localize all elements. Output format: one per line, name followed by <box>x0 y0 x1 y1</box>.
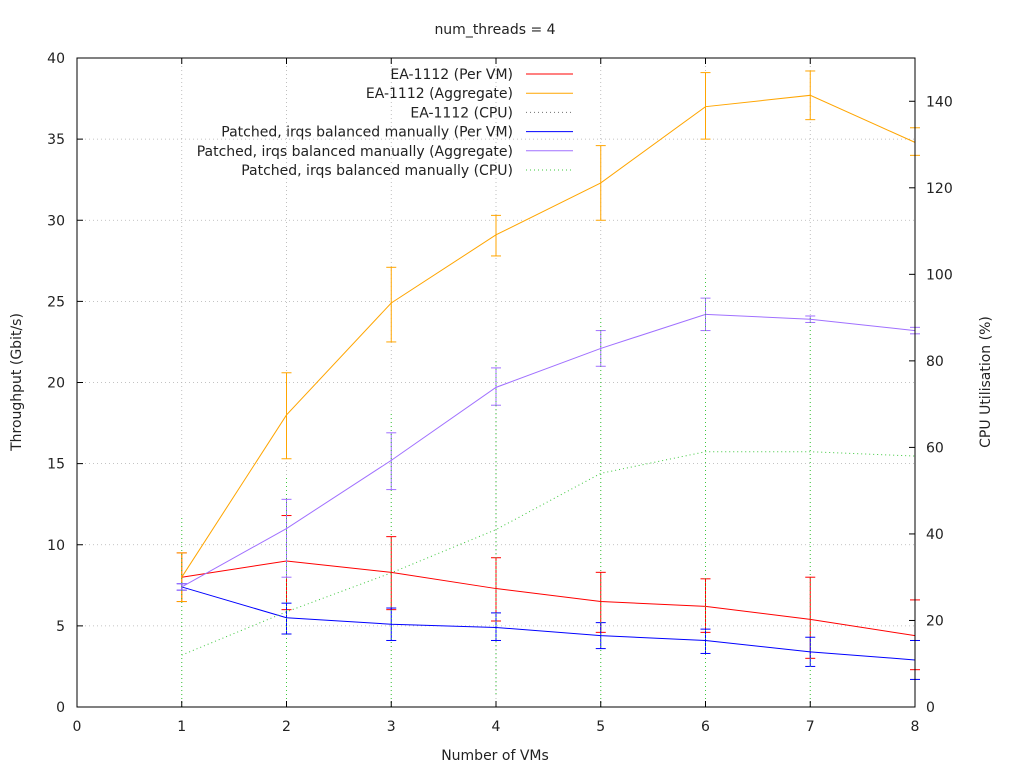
legend-label: EA-1112 (CPU) <box>410 105 513 121</box>
legend-label: EA-1112 (Aggregate) <box>366 86 513 102</box>
y-tick-label: 15 <box>47 457 65 473</box>
x-tick-label: 2 <box>282 719 291 735</box>
series-line <box>181 586 916 661</box>
y2-tick-label: 80 <box>926 354 944 370</box>
legend: EA-1112 (Per VM) EA-1112 (Aggregate) EA-11… <box>197 67 573 179</box>
x-axis-label: Number of VMs <box>441 748 549 764</box>
y2-tick-label: 120 <box>926 181 953 197</box>
ticks <box>76 57 916 708</box>
y-tick-label: 35 <box>47 132 65 148</box>
x-tick-label: 1 <box>177 719 186 735</box>
x-tick-label: 5 <box>596 719 605 735</box>
y-tick-label: 5 <box>56 619 65 635</box>
y2-tick-label: 100 <box>926 267 953 283</box>
y2-tick-label: 60 <box>926 440 944 456</box>
y-tick-label: 30 <box>47 213 65 229</box>
y-axis-label: Throughput (Gbit/s) <box>9 313 25 452</box>
chart-title: num_threads = 4 <box>434 22 555 38</box>
series-layer <box>176 70 920 707</box>
legend-label: Patched, irqs balanced manually (Per VM) <box>221 125 513 141</box>
legend-label: Patched, irqs balanced manually (Aggrega… <box>197 144 513 160</box>
x-tick-label: 4 <box>492 719 501 735</box>
y2-tick-label: 40 <box>926 527 944 543</box>
series-line <box>181 94 916 578</box>
y-tick-label: 0 <box>56 700 65 716</box>
y-tick-label: 20 <box>47 376 65 392</box>
series-line <box>181 313 916 588</box>
legend-label: EA-1112 (Per VM) <box>390 67 513 83</box>
series-1 <box>176 70 920 603</box>
y2-tick-label: 20 <box>926 613 944 629</box>
y2-tick-label: 140 <box>926 94 953 110</box>
y-tick-label: 40 <box>47 51 65 67</box>
series-line <box>181 560 916 637</box>
x-tick-label: 6 <box>701 719 710 735</box>
x-tick-label: 0 <box>73 719 82 735</box>
x-tick-label: 8 <box>911 719 920 735</box>
x-tick-label: 7 <box>806 719 815 735</box>
y2-axis-label: CPU Utilisation (%) <box>978 316 994 448</box>
x-tick-label: 3 <box>387 719 396 735</box>
y-tick-label: 10 <box>47 538 65 554</box>
tick-labels: 0 1 2 3 4 5 6 7 80510152025303540020406080100120… <box>47 51 953 735</box>
legend-label: Patched, irqs balanced manually (CPU) <box>241 163 513 179</box>
y2-tick-label: 0 <box>926 700 935 716</box>
y-tick-label: 25 <box>47 294 65 310</box>
